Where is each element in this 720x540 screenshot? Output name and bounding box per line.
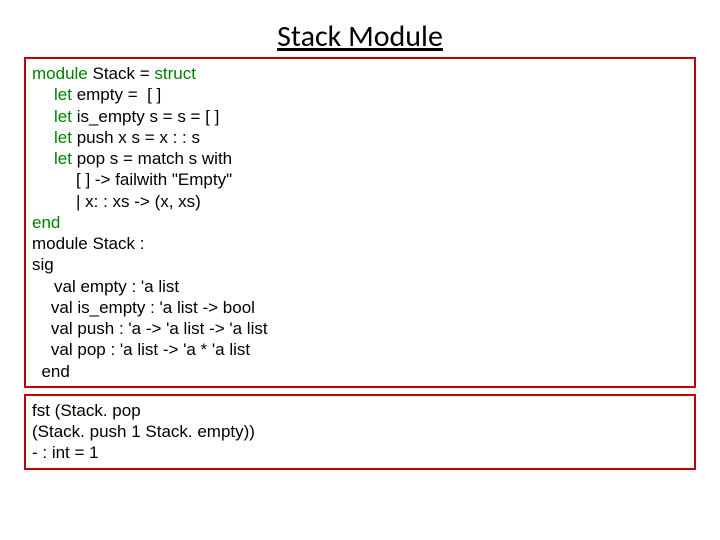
keyword-let: let [54,149,72,168]
keyword-module: module [32,64,88,83]
code-line: let is_empty s = s = [ ] [32,106,688,127]
code-text: is_empty s = s = [ ] [72,107,219,126]
sub-code-block: fst (Stack. pop (Stack. push 1 Stack. em… [24,394,696,470]
code-line: end [32,361,688,382]
keyword-let: let [54,85,72,104]
code-line: - : int = 1 [32,442,688,463]
code-line: end [32,212,688,233]
code-text: Stack = [88,64,155,83]
code-line: let empty = [ ] [32,84,688,105]
code-text: push x s = x : : s [72,128,200,147]
code-line: let pop s = match s with [32,148,688,169]
keyword-let: let [54,107,72,126]
code-line: fst (Stack. pop [32,400,688,421]
code-line: [ ] -> failwith "Empty" [32,169,688,190]
code-line: val pop : 'a list -> 'a * 'a list [32,339,688,360]
code-text: empty = [ ] [72,85,161,104]
code-text: val pop : 'a list -> 'a * 'a list [51,340,250,359]
code-text: end [41,362,69,381]
code-line: module Stack = struct [32,63,688,84]
code-text: pop s = match s with [72,149,232,168]
code-line: module Stack : [32,233,688,254]
main-code-block: module Stack = struct let empty = [ ] le… [24,57,696,388]
keyword-let: let [54,128,72,147]
code-line: val is_empty : 'a list -> bool [32,297,688,318]
code-line: (Stack. push 1 Stack. empty)) [32,421,688,442]
keyword-end: end [32,213,60,232]
code-text: val push : 'a -> 'a list -> 'a list [51,319,268,338]
code-text: val is_empty : 'a list -> bool [51,298,255,317]
code-line: sig [32,254,688,275]
keyword-struct: struct [154,64,196,83]
code-line: | x: : xs -> (x, xs) [32,191,688,212]
page-title: Stack Module [24,18,696,55]
code-line: val push : 'a -> 'a list -> 'a list [32,318,688,339]
code-line: val empty : 'a list [32,276,688,297]
code-line: let push x s = x : : s [32,127,688,148]
